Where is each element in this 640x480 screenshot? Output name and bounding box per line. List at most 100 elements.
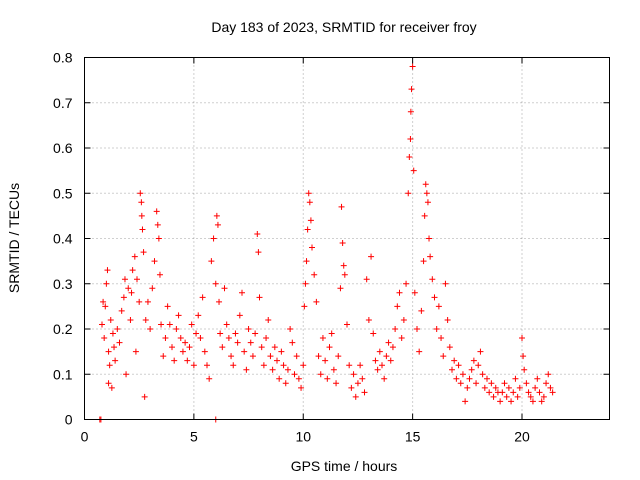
data-point (324, 375, 331, 382)
data-point (470, 357, 477, 364)
data-point (142, 316, 149, 323)
data-point (538, 398, 545, 405)
data-point (414, 326, 420, 332)
data-point (381, 375, 388, 382)
data-point (532, 384, 539, 391)
data-point (315, 353, 322, 360)
data-point (175, 312, 182, 319)
data-point (407, 108, 414, 115)
data-point (303, 258, 310, 265)
data-point (258, 344, 265, 351)
data-point (214, 221, 221, 228)
data-point (213, 212, 220, 219)
data-point (333, 380, 340, 387)
data-point (451, 357, 458, 364)
data-series-srmtid (96, 63, 556, 423)
data-point (385, 339, 392, 346)
data-point (131, 253, 138, 260)
data-point (269, 366, 276, 373)
y-tick-label: 0.3 (53, 276, 73, 292)
data-point (295, 375, 302, 382)
data-point (217, 330, 224, 337)
data-point (368, 253, 375, 260)
y-tick-label: 0.8 (53, 50, 73, 66)
data-point (100, 298, 107, 305)
data-point (427, 253, 434, 260)
data-point (365, 316, 372, 323)
data-point (410, 167, 417, 174)
data-point (481, 384, 488, 391)
data-point (468, 366, 475, 373)
data-point (103, 280, 110, 287)
data-point (105, 380, 112, 387)
data-point (442, 280, 449, 287)
data-point (128, 289, 135, 296)
data-point (424, 199, 431, 206)
data-point (254, 230, 261, 237)
data-point (326, 344, 333, 351)
data-point (492, 384, 499, 391)
data-point (129, 267, 136, 274)
x-tick-label: 5 (190, 429, 198, 445)
data-point (440, 353, 447, 360)
data-point (284, 366, 291, 373)
data-point (255, 249, 262, 256)
data-point (144, 298, 151, 305)
data-point (457, 380, 464, 387)
data-point (230, 362, 237, 369)
data-point (545, 371, 552, 378)
data-point (267, 353, 274, 360)
data-point (408, 86, 415, 93)
data-point (125, 285, 132, 292)
data-point (114, 326, 121, 332)
x-tick-label: 0 (81, 429, 89, 445)
data-point (536, 389, 543, 396)
data-point (245, 326, 252, 332)
data-point (287, 326, 294, 332)
data-point (118, 307, 125, 314)
plot-frame (84, 57, 610, 420)
data-point (173, 326, 180, 332)
data-point (374, 366, 381, 373)
data-point (464, 384, 471, 391)
data-point (108, 384, 115, 391)
data-point (184, 357, 191, 364)
chart-title: Day 183 of 2023, SRMTID for receiver fro… (211, 19, 476, 35)
data-point (256, 294, 263, 301)
data-point (317, 371, 324, 378)
data-point (396, 289, 403, 296)
data-point (383, 353, 390, 360)
data-point (166, 321, 173, 328)
data-point (335, 353, 342, 360)
data-point (201, 348, 208, 355)
data-point (228, 353, 235, 360)
data-point (280, 362, 287, 369)
data-point (300, 362, 307, 369)
data-point (241, 348, 248, 355)
data-point (429, 276, 436, 283)
data-point (340, 262, 347, 269)
y-tick-label: 0.5 (53, 185, 73, 201)
data-point (99, 321, 105, 328)
data-point (529, 398, 536, 405)
data-point (208, 258, 215, 265)
data-point (490, 393, 497, 400)
data-point (293, 353, 300, 360)
data-point (219, 344, 226, 351)
data-point (221, 285, 228, 292)
data-point (503, 393, 510, 400)
data-point (140, 249, 147, 256)
y-tick-label: 0.6 (53, 140, 73, 156)
data-point (134, 276, 140, 283)
data-point (354, 380, 361, 387)
data-point (527, 393, 534, 400)
y-tick-label: 0.7 (53, 95, 73, 111)
data-point (304, 226, 311, 233)
data-point (158, 321, 165, 328)
data-point (394, 303, 401, 310)
data-point (171, 357, 178, 364)
data-point (243, 366, 250, 373)
data-point (405, 190, 412, 197)
data-point (239, 289, 245, 296)
